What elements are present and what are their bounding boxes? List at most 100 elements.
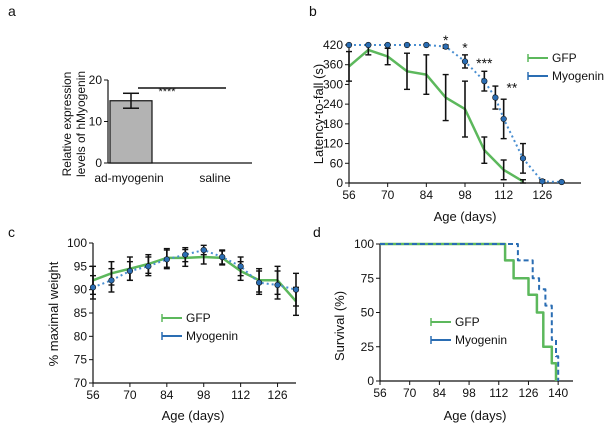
panel-d-xtick-label: 84	[433, 386, 447, 400]
panel-b-legend: GFP Myogenin	[527, 51, 604, 83]
panel-a-label: a	[8, 3, 16, 19]
panel-c-myogenin-point	[219, 253, 226, 261]
panel-b-myogenin-point	[539, 178, 546, 185]
panel-a-significance: ****	[158, 86, 176, 98]
panel-b-myogenin-point	[345, 41, 353, 49]
panel-b-ytick-label: 60	[330, 156, 344, 170]
panel-b-xtick-label: 84	[420, 188, 434, 202]
panel-c-myogenin-point	[255, 279, 263, 286]
panel-a-xtick-saline: saline	[199, 171, 231, 185]
panel-d-plot: 56 70 84 98 112 126 140 0 25 50 75 100	[354, 237, 573, 400]
panel-b-xtick-label: 112	[494, 188, 513, 202]
panel-b-ytick-label: 180	[323, 117, 343, 131]
panel-c-myogenin-point	[292, 286, 300, 293]
panel-b-xtick-label: 56	[342, 188, 356, 202]
panel-b-myogenin-point	[500, 115, 507, 123]
panel-b-ytick-label: 300	[323, 77, 343, 91]
panel-b-ytick-label: 240	[323, 97, 343, 111]
panel-a-ylabel-line2: levels of hMyogenin	[74, 71, 88, 177]
panel-b-ylabel: Latency-to-fall (s)	[311, 64, 326, 164]
panel-d-xtick-label: 112	[489, 386, 508, 400]
panel-d-legend: GFP Myogenin	[430, 315, 507, 347]
panel-c-myogenin-point	[89, 284, 97, 291]
panel-c-ytick-label: 70	[74, 376, 88, 390]
panel-d-xtick-label: 56	[373, 386, 387, 400]
panel-d-legend-gfp: GFP	[455, 315, 480, 329]
panel-c-xtick-label: 126	[268, 388, 288, 402]
panel-c-xtick-label: 112	[231, 388, 250, 402]
panel-c-myogenin-point	[163, 256, 170, 263]
panel-a-bar	[109, 100, 153, 164]
panel-d-ytick-label: 50	[361, 306, 375, 320]
panel-d-ytick-label: 25	[361, 340, 375, 354]
panel-c-myogenin-point	[182, 251, 189, 258]
panel-b-legend-gfp: GFP	[552, 51, 577, 65]
panel-b-myogenin-point	[461, 58, 469, 65]
panel-b-myogenin-point	[558, 178, 565, 186]
panel-b-myogenin-point	[423, 41, 430, 49]
panel-a-xtick-ad-myogenin: ad-myogenin	[94, 171, 163, 185]
panel-d-ylabel: Survival (%)	[332, 291, 347, 361]
panel-b-myogenin-line	[349, 44, 562, 183]
panel-a-plot: 0 10 20	[89, 73, 252, 170]
panel-c-ytick-label: 100	[67, 236, 87, 250]
panel-b-legend-myogenin: Myogenin	[552, 69, 604, 83]
panel-b-significance-star: *	[462, 39, 468, 55]
panel-c-myogenin-point	[126, 267, 134, 275]
panel-c-xtick-label: 56	[86, 388, 100, 402]
panel-b-significance-star: ***	[476, 55, 493, 71]
panel-d: d Survival (%) Age (days) 56 70 84 98 112 126…	[313, 224, 573, 423]
panel-a-ytick-label: 0	[95, 156, 102, 170]
panel-d-ytick-label: 0	[367, 374, 374, 388]
panel-c-myogenin-point	[237, 263, 244, 270]
panel-c-myogenin-line	[92, 249, 297, 291]
panel-b-ytick-label: 360	[323, 58, 343, 72]
panel-c-myogenin-point	[200, 246, 207, 254]
panel-c-ytick-label: 75	[74, 353, 88, 367]
panel-d-xtick-label: 126	[518, 386, 538, 400]
panel-c-label: c	[8, 224, 15, 240]
panel-b-xlabel: Age (days)	[434, 209, 497, 224]
panel-d-gfp-line	[380, 242, 558, 381]
panel-c-ytick-label: 95	[74, 259, 88, 273]
panel-b-xtick-label: 126	[532, 188, 552, 202]
panel-a: a Relative expression levels of hMyogeni…	[8, 3, 252, 185]
panel-d-label: d	[313, 224, 321, 240]
panel-b-myogenin-point	[365, 41, 372, 49]
panel-b-xtick-label: 70	[381, 188, 395, 202]
panel-b-ytick-label: 420	[323, 38, 343, 52]
panel-d-xtick-label: 70	[403, 386, 417, 400]
panel-c-myogenin-point	[274, 281, 281, 289]
panel-d-legend-myogenin: Myogenin	[455, 333, 507, 347]
panel-b: b Latency-to-fall (s) Age (days) 56 70 84 9…	[309, 3, 604, 224]
panel-b-myogenin-point	[384, 41, 391, 49]
panel-b-myogenin-point	[442, 43, 449, 50]
panel-c-ytick-label: 90	[74, 283, 88, 297]
panel-d-myogenin-line	[380, 243, 560, 381]
panel-d-xtick-label: 140	[548, 386, 568, 400]
panel-a-ylabel-line1: Relative expression	[60, 72, 74, 177]
panel-d-xlabel: Age (days)	[444, 408, 507, 423]
panel-c-xtick-label: 98	[197, 388, 211, 402]
panel-c-gfp-line	[92, 255, 297, 303]
panel-b-ytick-label: 120	[323, 137, 343, 151]
panel-b-myogenin-point	[481, 78, 488, 85]
panel-c-legend-myogenin: Myogenin	[186, 329, 238, 343]
panel-d-ytick-label: 100	[354, 237, 374, 251]
panel-c-ytick-label: 80	[74, 329, 88, 343]
panel-c-xlabel: Age (days)	[162, 408, 225, 423]
panel-c-myogenin-point	[108, 277, 115, 284]
panel-a-ytick-label: 20	[89, 73, 103, 87]
panel-c-legend-gfp: GFP	[186, 311, 211, 325]
panel-c-legend: GFP Myogenin	[161, 311, 238, 343]
panel-c: c % maximal weight Age (days) 56 70 84 98 11…	[8, 224, 300, 423]
panel-b-label: b	[309, 3, 317, 19]
panel-c-ytick-label: 85	[74, 306, 88, 320]
panel-d-xtick-label: 98	[462, 386, 476, 400]
panel-b-ytick-label: 0	[336, 176, 343, 190]
panel-b-xtick-label: 98	[458, 188, 472, 202]
panel-b-myogenin-point	[403, 41, 411, 49]
